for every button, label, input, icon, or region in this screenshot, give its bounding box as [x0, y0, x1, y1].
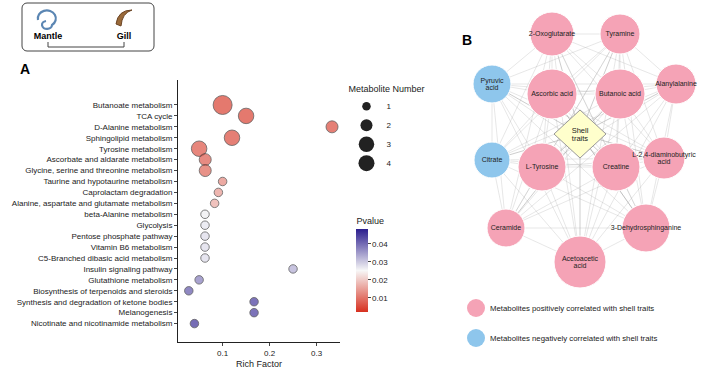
svg-text:2-Oxoglutarate: 2-Oxoglutarate	[529, 30, 575, 38]
svg-text:Sphingolipid metabolism: Sphingolipid metabolism	[86, 134, 173, 143]
svg-text:Synthesis and degradation of k: Synthesis and degradation of ketone bodi…	[17, 298, 173, 307]
svg-text:Acetoacetic: Acetoacetic	[562, 255, 599, 262]
svg-text:Ascorbic acid: Ascorbic acid	[531, 90, 573, 97]
svg-text:0.04: 0.04	[372, 240, 388, 249]
svg-text:Nicotinate and nicotinamide me: Nicotinate and nicotinamide metabolism	[31, 319, 173, 328]
svg-text:Ascorbate and aldarate metabol: Ascorbate and aldarate metabolism	[47, 155, 173, 164]
svg-text:acid: acid	[658, 158, 671, 165]
svg-text:Vitamin B6 metabolism: Vitamin B6 metabolism	[91, 243, 173, 252]
svg-text:Glycolysis: Glycolysis	[136, 221, 172, 230]
svg-text:C5-Branched dibasic acid metab: C5-Branched dibasic acid metabolism	[38, 254, 173, 263]
svg-text:acid: acid	[486, 84, 499, 91]
svg-text:Ceramide: Ceramide	[491, 224, 521, 231]
svg-text:Taurine and hypotaurine metabo: Taurine and hypotaurine metabolism	[43, 177, 172, 186]
svg-text:Alanylalanine: Alanylalanine	[655, 80, 697, 88]
svg-text:0.01: 0.01	[372, 294, 388, 303]
svg-text:4: 4	[386, 159, 391, 168]
svg-text:Biosynthesis of terpenoids and: Biosynthesis of terpenoids and steroids	[33, 287, 172, 296]
svg-text:Insulin signaling pathway: Insulin signaling pathway	[83, 265, 172, 274]
svg-text:0.03: 0.03	[372, 258, 388, 267]
svg-text:Pvalue: Pvalue	[356, 216, 384, 226]
svg-text:A: A	[20, 61, 30, 77]
svg-text:Tyramine: Tyramine	[606, 30, 635, 38]
svg-text:1: 1	[386, 102, 391, 111]
svg-text:0.3: 0.3	[311, 349, 323, 358]
svg-text:traits: traits	[572, 134, 589, 143]
svg-text:TCA cycle: TCA cycle	[136, 112, 173, 121]
svg-text:L-Tyrosine: L-Tyrosine	[526, 163, 559, 171]
svg-text:Rich Factor: Rich Factor	[236, 359, 282, 369]
svg-text:Glutathione metabolism: Glutathione metabolism	[88, 276, 172, 285]
svg-text:0.02: 0.02	[372, 276, 388, 285]
svg-text:L-2,4-diaminobutyric: L-2,4-diaminobutyric	[632, 151, 696, 159]
svg-text:Creatine: Creatine	[603, 163, 630, 170]
svg-text:3: 3	[386, 140, 391, 149]
svg-text:Pentose phosphate pathway: Pentose phosphate pathway	[71, 232, 172, 241]
svg-text:Metabolites negatively correla: Metabolites negatively correlated with s…	[490, 334, 657, 343]
svg-text:B: B	[462, 32, 472, 48]
svg-text:Metabolite Number: Metabolite Number	[348, 84, 424, 94]
svg-text:Butanoate metabolism: Butanoate metabolism	[93, 101, 173, 110]
svg-text:Mantle: Mantle	[34, 31, 63, 41]
svg-text:Citrate: Citrate	[482, 156, 503, 163]
svg-text:Alanine, aspartate and glutama: Alanine, aspartate and glutamate metabol…	[12, 199, 173, 208]
svg-text:Shell: Shell	[572, 126, 589, 135]
svg-text:0.1: 0.1	[217, 349, 229, 358]
svg-text:Butanoic acid: Butanoic acid	[599, 90, 641, 97]
svg-text:2: 2	[386, 121, 391, 130]
svg-text:Pyruvic: Pyruvic	[481, 77, 504, 85]
svg-text:Gill: Gill	[117, 31, 132, 41]
svg-text:Melanogenesis: Melanogenesis	[119, 308, 173, 317]
svg-text:Tyrosine metabolism: Tyrosine metabolism	[99, 145, 173, 154]
svg-text:D-Alanine metabolism: D-Alanine metabolism	[94, 123, 173, 132]
svg-text:Caprolactam degradation: Caprolactam degradation	[83, 188, 173, 197]
svg-text:acid: acid	[574, 262, 587, 269]
svg-text:0.2: 0.2	[264, 349, 276, 358]
svg-text:Glycine, serine and threonine: Glycine, serine and threonine metabolism	[25, 166, 173, 175]
svg-text:beta-Alanine metabolism: beta-Alanine metabolism	[84, 210, 172, 219]
svg-text:Metabolites positively correla: Metabolites positively correlated with s…	[490, 304, 654, 313]
svg-text:3-Dehydrosphinganine: 3-Dehydrosphinganine	[611, 224, 682, 232]
